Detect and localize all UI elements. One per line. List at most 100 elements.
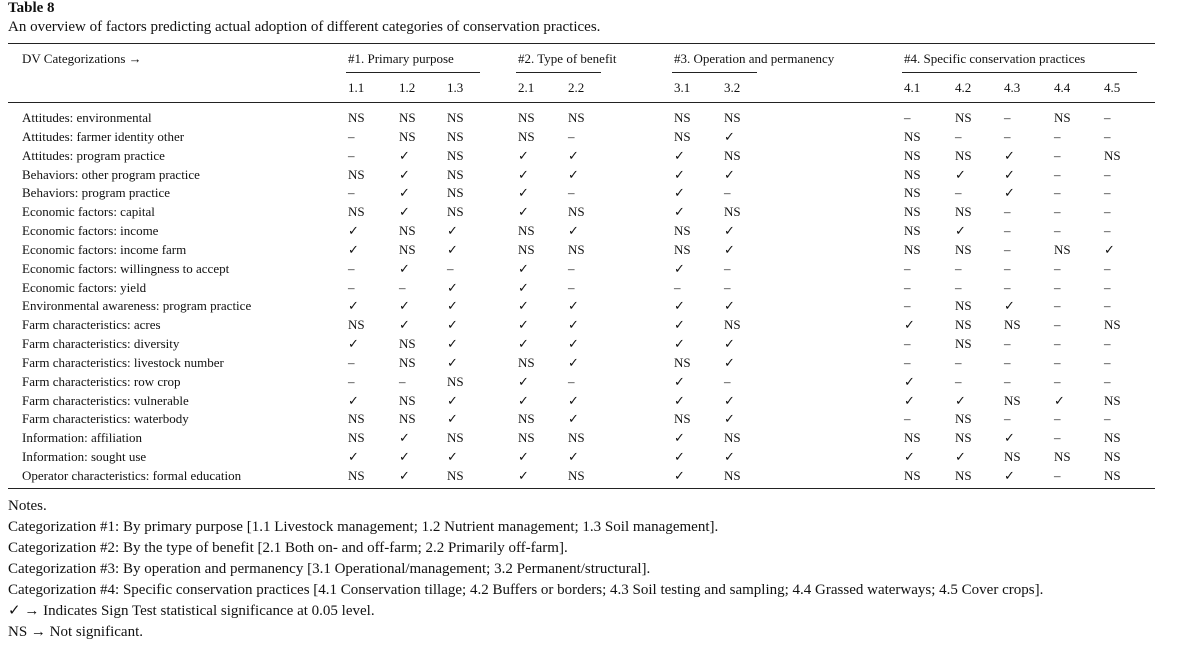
cell: NS <box>955 204 972 220</box>
cell: ✓ <box>724 166 735 182</box>
cell: ✓ <box>955 449 966 465</box>
cell: ✓ <box>674 185 685 201</box>
cell: – <box>955 279 962 295</box>
row-label: Economic factors: income farm <box>22 241 187 257</box>
note-line: ✓ → Indicates Sign Test statistical sign… <box>8 603 375 619</box>
cell: – <box>348 279 355 295</box>
cell: ✓ <box>518 373 529 389</box>
cell: ✓ <box>904 392 915 408</box>
cell: ✓ <box>674 467 685 483</box>
cell: NS <box>447 128 464 144</box>
cell: ✓ <box>674 147 685 163</box>
cell: NS <box>447 185 464 201</box>
cell: NS <box>518 354 535 370</box>
cell: ✓ <box>399 467 410 483</box>
cell: NS <box>674 223 691 239</box>
cell: ✓ <box>518 298 529 314</box>
cell: NS <box>724 430 741 446</box>
cell: – <box>904 411 911 427</box>
cell: – <box>724 373 731 389</box>
cell: ✓ <box>518 392 529 408</box>
row-label: Attitudes: program practice <box>22 147 165 163</box>
row-label: Farm characteristics: acres <box>22 317 161 333</box>
cell: ✓ <box>447 279 458 295</box>
cell: ✓ <box>904 373 915 389</box>
cell: – <box>348 260 355 276</box>
cell: ✓ <box>1004 430 1015 446</box>
cell: ✓ <box>674 298 685 314</box>
cell: ✓ <box>447 298 458 314</box>
cell: NS <box>518 430 535 446</box>
cell: ✓ <box>724 298 735 314</box>
cell: ✓ <box>724 392 735 408</box>
cell: NS <box>1004 449 1021 465</box>
cell: ✓ <box>724 411 735 427</box>
group-header: #1. Primary purpose <box>348 51 454 66</box>
cell: ✓ <box>518 260 529 276</box>
cell: – <box>1054 185 1061 201</box>
cell: – <box>955 354 962 370</box>
cell: NS <box>904 223 921 239</box>
cell: NS <box>955 467 972 483</box>
column-header: 1.3 <box>447 80 464 95</box>
cell: ✓ <box>568 166 579 182</box>
cell: NS <box>955 147 972 163</box>
cell: – <box>1054 411 1061 427</box>
cell: – <box>1054 354 1061 370</box>
cell: – <box>568 279 575 295</box>
cell: – <box>568 185 575 201</box>
cell: – <box>1054 223 1061 239</box>
cell: ✓ <box>348 298 359 314</box>
column-header: 4.4 <box>1054 80 1071 95</box>
cell: – <box>955 128 962 144</box>
cell: NS <box>724 147 741 163</box>
column-header: 3.2 <box>724 80 741 95</box>
cell: NS <box>348 204 365 220</box>
column-header: 2.1 <box>518 80 535 95</box>
cell: ✓ <box>568 449 579 465</box>
cell: NS <box>399 411 416 427</box>
cell: – <box>1104 204 1111 220</box>
row-label: Farm characteristics: vulnerable <box>22 392 189 408</box>
row-label: Economic factors: income <box>22 223 159 239</box>
cell: NS <box>348 166 365 182</box>
row-label: Behaviors: program practice <box>22 185 170 201</box>
cell: ✓ <box>518 467 529 483</box>
cell: NS <box>1054 449 1071 465</box>
cell: – <box>1104 279 1111 295</box>
row-label: Behaviors: other program practice <box>22 166 200 182</box>
cell: ✓ <box>568 298 579 314</box>
cell: NS <box>724 467 741 483</box>
cell: NS <box>568 241 585 257</box>
cell: – <box>1104 336 1111 352</box>
cell: ✓ <box>674 373 685 389</box>
cell: ✓ <box>955 392 966 408</box>
cell: ✓ <box>1104 241 1115 257</box>
cell: NS <box>568 110 585 125</box>
cell: – <box>568 128 575 144</box>
cell: ✓ <box>348 241 359 257</box>
cell: NS <box>904 128 921 144</box>
column-header: 2.2 <box>568 80 585 95</box>
cell: – <box>904 260 911 276</box>
cell: ✓ <box>904 317 915 333</box>
cell: – <box>1004 110 1011 125</box>
cell: ✓ <box>348 336 359 352</box>
cell: NS <box>955 110 972 125</box>
cell: – <box>348 354 355 370</box>
cell: ✓ <box>568 354 579 370</box>
cell: ✓ <box>568 336 579 352</box>
cell: – <box>1104 354 1111 370</box>
cell: NS <box>1104 392 1121 408</box>
row-label: Farm characteristics: row crop <box>22 373 181 389</box>
cell: ✓ <box>518 185 529 201</box>
cell: – <box>1104 411 1111 427</box>
cell: – <box>568 260 575 276</box>
cell: ✓ <box>447 392 458 408</box>
cell: ✓ <box>955 223 966 239</box>
cell: NS <box>399 392 416 408</box>
cell: – <box>1054 317 1061 333</box>
table-caption: An overview of factors predicting actual… <box>8 19 601 35</box>
cell: NS <box>674 241 691 257</box>
cell: ✓ <box>447 411 458 427</box>
